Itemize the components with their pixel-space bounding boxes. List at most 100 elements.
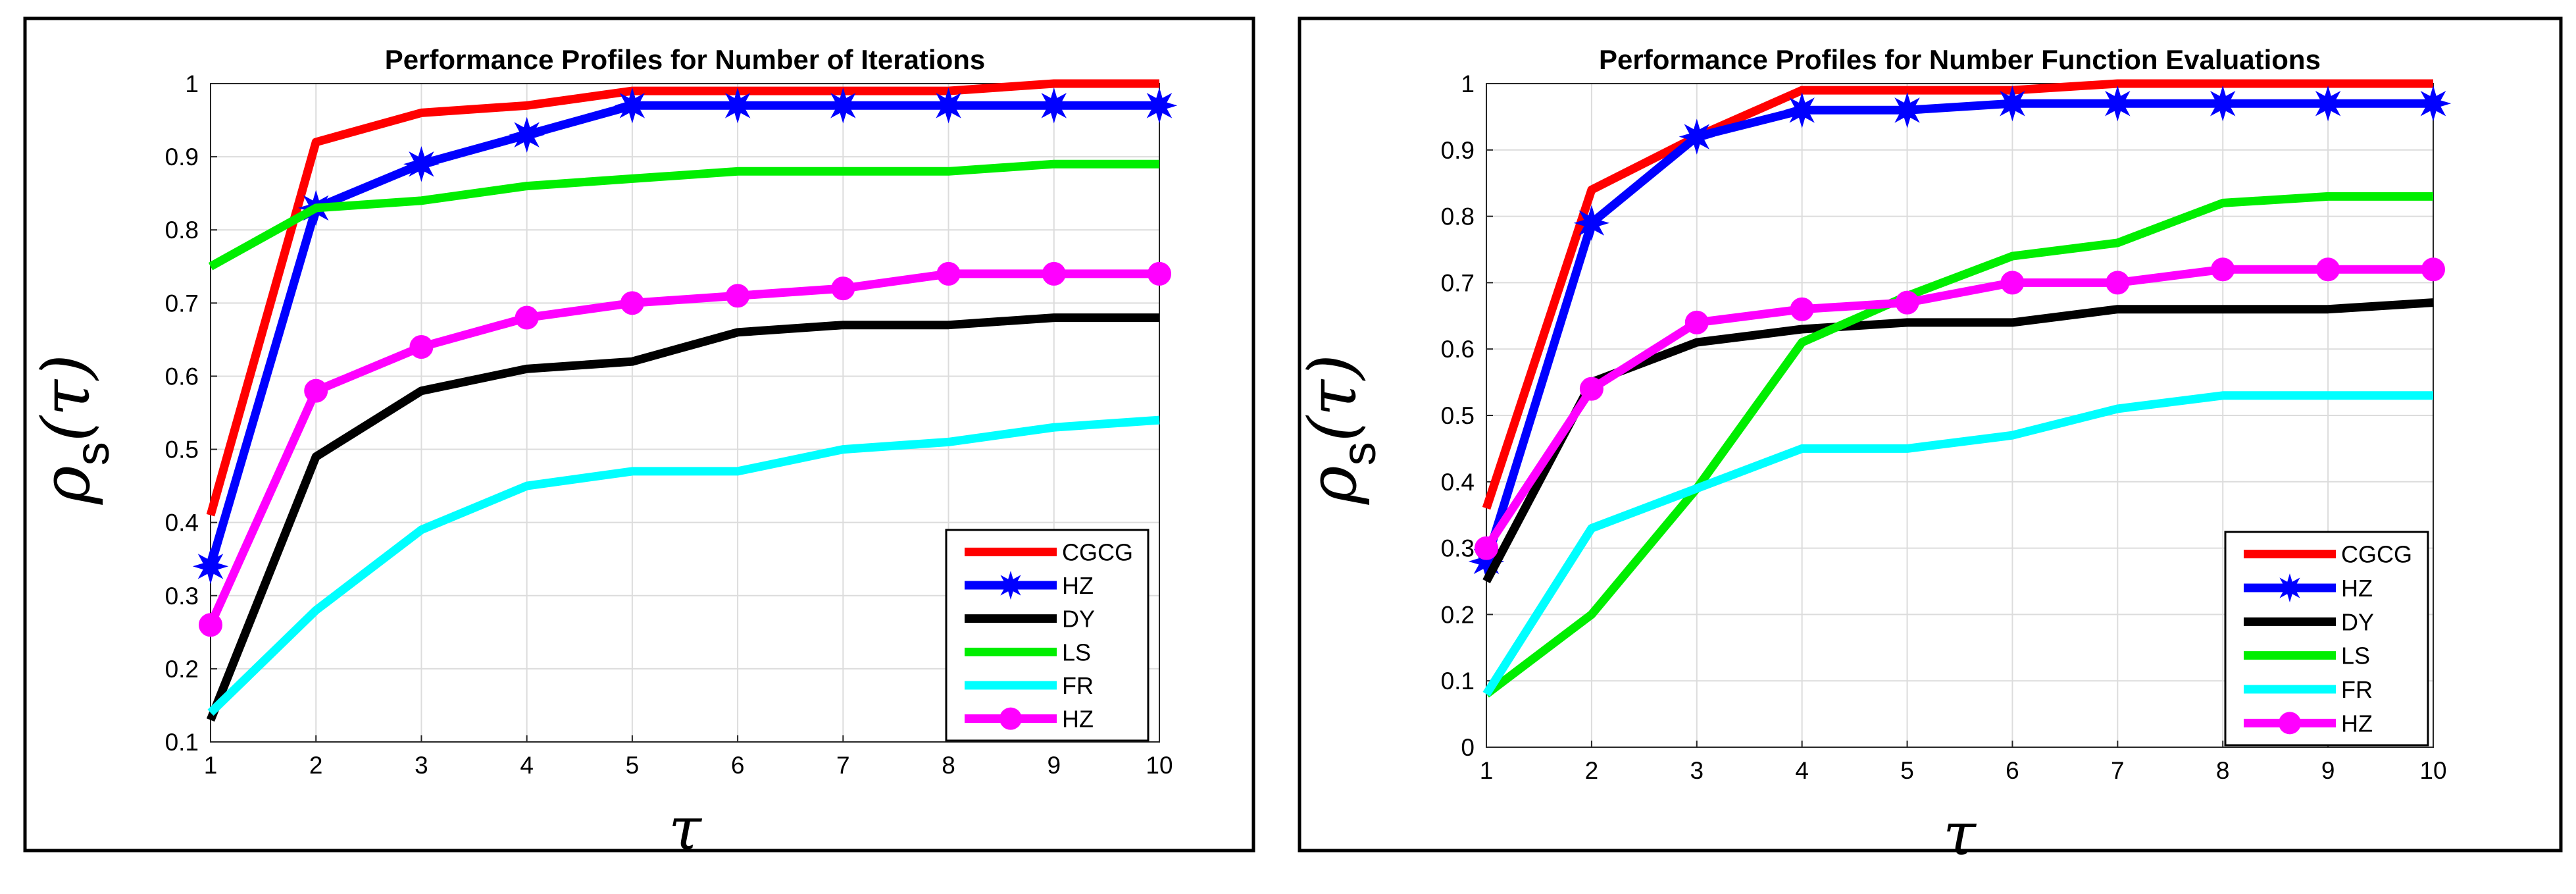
y-tick-label: 0.7 (1441, 269, 1475, 296)
y-tick-label: 0.1 (1441, 668, 1475, 695)
data-point-circle (199, 613, 222, 637)
chart-title: Performance Profiles for Number Function… (1599, 44, 2321, 75)
legend: CGCG HZ DY LS FR HZ (945, 529, 1149, 742)
x-tick-label: 4 (520, 752, 534, 779)
data-point-circle (2000, 271, 2025, 295)
y-axis-label-symbol: ρ (28, 465, 105, 505)
data-point-circle (620, 291, 644, 315)
data-point-circle (2421, 257, 2445, 282)
y-axis-label-symbol: ρ (1294, 465, 1371, 505)
x-tick-label: 8 (2216, 757, 2230, 784)
legend-label: CGCG (2341, 541, 2412, 568)
y-axis-label: ρs(τ) (28, 354, 119, 505)
x-tick-label: 6 (731, 752, 745, 779)
y-tick-label: 0.7 (165, 290, 199, 317)
x-axis-label: τ (669, 795, 702, 864)
data-point-circle (1475, 536, 1498, 560)
data-point-star (1036, 88, 1073, 124)
legend-marker-circle (2279, 712, 2301, 735)
data-point-star (930, 88, 967, 124)
data-point-circle (304, 379, 328, 403)
data-point-star (719, 88, 756, 124)
x-tick-label: 8 (942, 752, 955, 779)
data-point-circle (1579, 377, 1604, 401)
legend-marker-circle (999, 707, 1022, 730)
y-tick-label: 0.8 (1441, 203, 1475, 230)
data-point-star (403, 145, 440, 182)
legend-label: HZ (2341, 710, 2373, 737)
x-tick-label: 1 (204, 752, 218, 779)
y-tick-label: 0.9 (165, 144, 199, 171)
x-tick-label: 3 (415, 752, 428, 779)
data-point-star (2204, 85, 2241, 122)
series-line-5 (207, 415, 1160, 716)
legend-label: HZ (1062, 706, 1094, 733)
y-tick-label: 0.6 (1441, 336, 1475, 363)
data-point-circle (2316, 257, 2340, 282)
y-tick-label: 0.9 (1441, 137, 1475, 164)
y-tick-label: 0.6 (165, 363, 199, 390)
axes-box (210, 83, 1160, 743)
y-tick-label: 0.2 (1441, 601, 1475, 628)
data-point-star (509, 117, 545, 153)
legend-label: LS (1062, 639, 1091, 666)
legend-label: DY (1062, 606, 1095, 633)
data-point-circle (1790, 297, 1814, 321)
data-point-star (825, 88, 861, 124)
y-tick-label: 0.8 (165, 217, 199, 244)
legend-label: HZ (1062, 572, 1094, 599)
x-tick-label: 7 (2111, 757, 2125, 784)
y-axis-label-arg: (τ) (1294, 354, 1371, 442)
y-tick-label: 0.3 (165, 583, 199, 610)
legend-label: DY (2341, 608, 2374, 635)
data-point-circle (936, 261, 961, 286)
y-axis-label-subscript: s (1333, 442, 1386, 465)
legend: CGCG HZ DY LS FR HZ (2224, 531, 2429, 747)
data-point-star (2415, 85, 2452, 122)
chart-title: Performance Profiles for Number of Itera… (385, 44, 986, 75)
data-point-circle (1684, 310, 1709, 334)
data-point-star (2310, 85, 2346, 122)
legend-marker-star (996, 571, 1025, 600)
y-tick-label: 0.2 (165, 656, 199, 683)
legend-box (945, 529, 1149, 742)
y-axis-label: ρs(τ) (1294, 354, 1386, 505)
data-point-circle (831, 276, 855, 301)
y-tick-label: 0.3 (1441, 535, 1475, 562)
x-tick-label: 7 (836, 752, 850, 779)
x-axis-label: τ (1943, 800, 1977, 869)
series-line-2 (1482, 99, 2433, 563)
x-tick-label: 4 (1795, 757, 1809, 784)
y-tick-label: 0.5 (165, 436, 199, 463)
series-line-4 (208, 159, 1159, 271)
data-point-star (614, 88, 651, 124)
series-group (1468, 79, 2452, 698)
y-tick-label: 0.4 (1441, 469, 1475, 496)
data-point-circle (2211, 257, 2235, 282)
data-point-circle (409, 335, 434, 359)
data-point-star (1784, 92, 1820, 128)
x-tick-label: 2 (1585, 757, 1599, 784)
y-tick-label: 1 (1461, 70, 1475, 97)
legend-marker-star (2275, 573, 2304, 602)
data-point-circle (515, 305, 539, 330)
x-tick-label: 5 (626, 752, 640, 779)
legend-label: FR (2341, 676, 2373, 703)
chart-panel-2: 1 2 3 4 5 6 7 8 9 10 0 0.1 0.2 0.3 0.4 0.5 0.6 0.7 0.8 0.9 1… (1294, 16, 2563, 869)
y-tick-label: 1 (185, 70, 199, 97)
y-tick-label: 0.4 (165, 510, 199, 537)
data-point-star (1994, 85, 2031, 122)
series-line-2 (206, 101, 1159, 568)
x-tick-label: 3 (1690, 757, 1704, 784)
series-line-3 (206, 313, 1159, 722)
x-tick-label: 5 (1900, 757, 1914, 784)
legend-label: LS (2341, 643, 2370, 670)
data-point-star (1573, 205, 1610, 241)
data-point-star (2100, 85, 2136, 122)
legend-box (2224, 531, 2429, 747)
y-tick-label: 0.1 (165, 729, 199, 756)
x-tick-label: 10 (2419, 757, 2446, 784)
data-point-circle (2106, 271, 2130, 295)
x-tick-label: 9 (1047, 752, 1061, 779)
